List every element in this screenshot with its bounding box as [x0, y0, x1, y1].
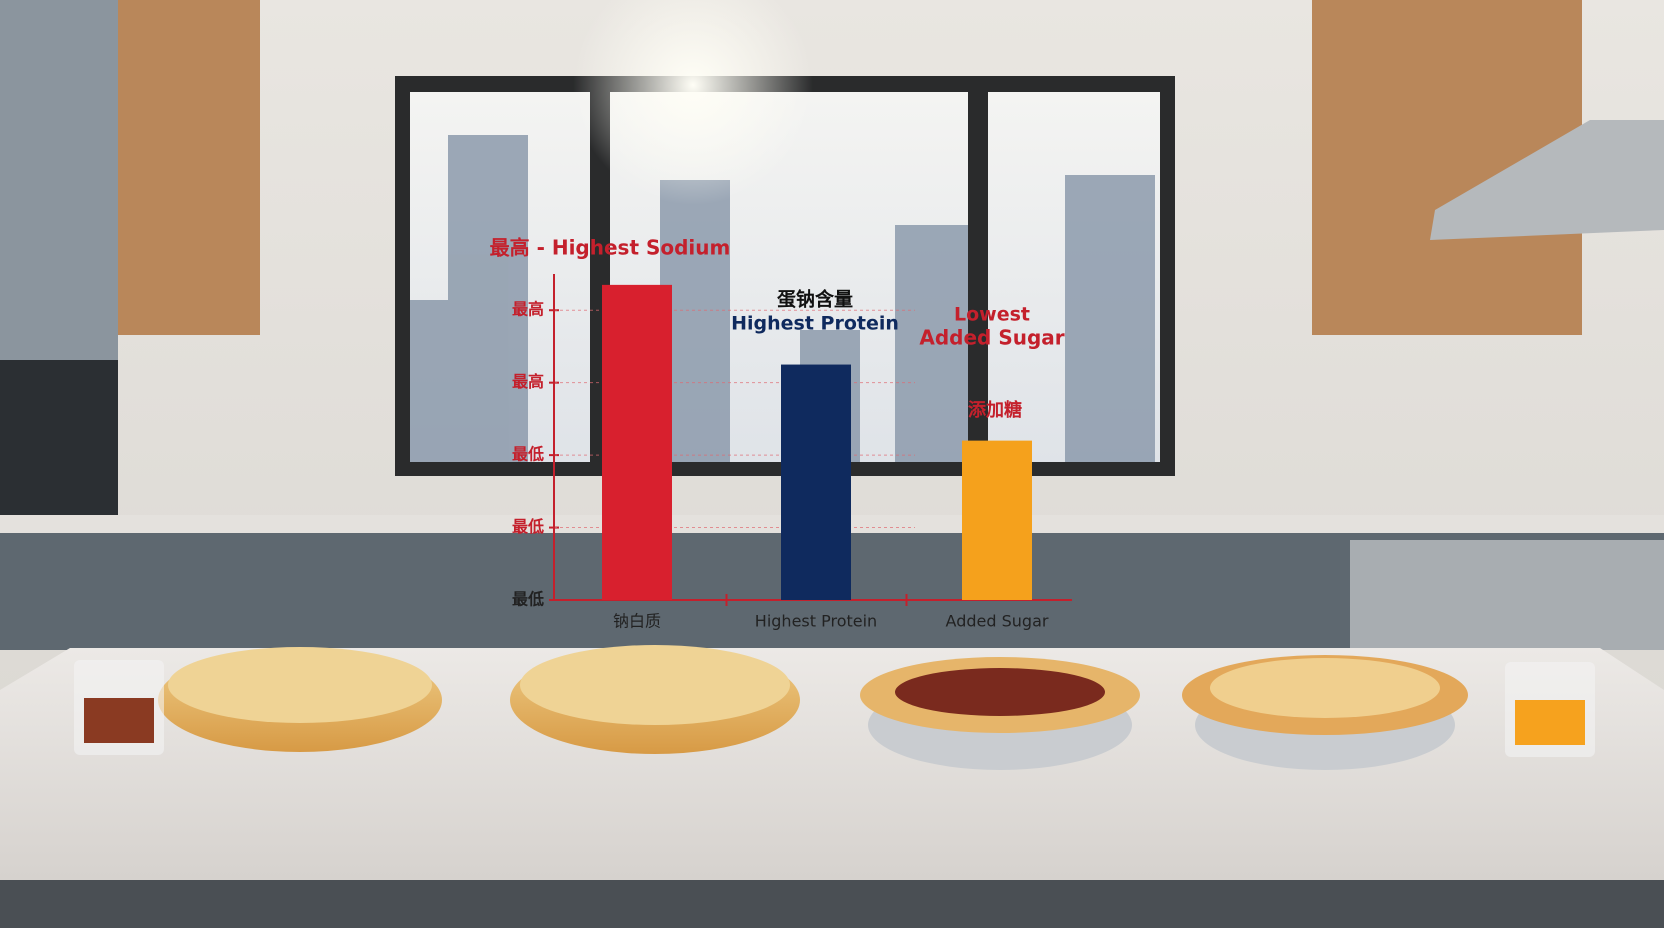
y-tick-label: 最低	[512, 517, 544, 536]
y-tick-label: 最低	[512, 590, 544, 609]
annotation: Added Sugar	[919, 326, 1064, 350]
bar	[781, 364, 851, 600]
annotation: 添加糖	[968, 399, 1022, 421]
stove	[1350, 540, 1664, 650]
window-mullion	[968, 92, 988, 462]
x-tick-label: Added Sugar	[946, 612, 1049, 631]
annotation: Highest Protein	[731, 313, 899, 335]
sunlight	[573, 0, 813, 205]
x-tick-label: 钠白质	[613, 612, 661, 631]
bar	[962, 440, 1032, 600]
drink	[1515, 700, 1585, 745]
x-tick-label: Highest Protein	[755, 612, 877, 631]
annotation: 蛋钠含量	[777, 288, 853, 311]
pies	[158, 645, 1468, 770]
annotation: 最高 - Highest Sodium	[490, 236, 731, 260]
range-hood	[1430, 120, 1664, 240]
cabinet	[118, 0, 260, 335]
y-tick-label: 最高	[512, 300, 544, 319]
island-base	[0, 880, 1664, 928]
drink	[84, 698, 154, 743]
bar	[602, 284, 672, 600]
annotation: Lowest	[954, 304, 1030, 326]
y-tick-label: 最低	[512, 445, 544, 464]
y-tick-label: 最高	[512, 372, 544, 391]
